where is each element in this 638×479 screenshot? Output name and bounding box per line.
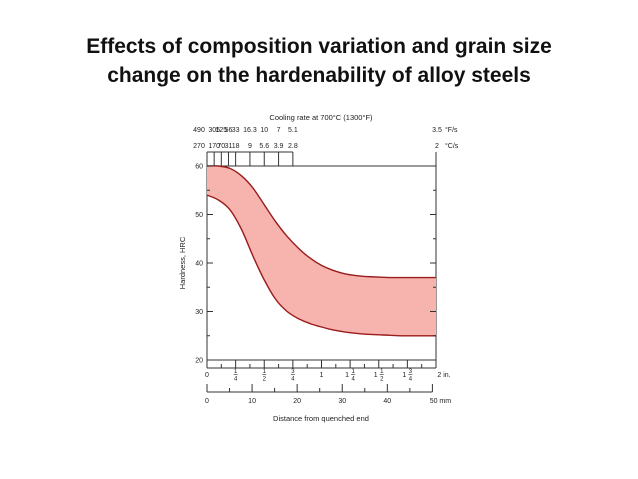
top-c-label: 70 bbox=[217, 143, 225, 150]
top-axis-f-unit: °F/s bbox=[445, 126, 458, 134]
top-c-label: 170 bbox=[208, 143, 220, 150]
inch-tick-frac-den: 4 bbox=[351, 377, 355, 383]
inch-tick-label: 1 bbox=[374, 372, 378, 379]
y-tick-label-50: 50 bbox=[195, 212, 203, 219]
inch-tick-frac-num: 3 bbox=[291, 369, 295, 375]
top-f-label: 7 bbox=[277, 127, 281, 134]
inch-tick-frac-den: 2 bbox=[263, 377, 267, 383]
top-c-label: 2.8 bbox=[288, 143, 298, 150]
top-f-label: 490 bbox=[193, 127, 205, 134]
top-f-label: 5.1 bbox=[288, 127, 298, 134]
y-axis-title: Hardness, HRC bbox=[178, 236, 187, 289]
top-f-label: 33 bbox=[232, 127, 240, 134]
inch-tick-frac-num: 1 bbox=[380, 369, 384, 375]
inch-tick-label: 1 bbox=[320, 372, 324, 379]
inch-tick-frac-den: 4 bbox=[234, 377, 238, 383]
top-c-label: 9 bbox=[248, 143, 252, 150]
mm-tick-label: 20 bbox=[293, 398, 301, 405]
top-axis-title: Cooling rate at 700°C (1300°F) bbox=[269, 113, 373, 122]
hardenability-band bbox=[207, 166, 436, 336]
x-axis-title: Distance from quenched end bbox=[273, 414, 369, 423]
top-axis-c-unit: °C/s bbox=[445, 142, 459, 150]
mm-tick-label: 50 mm bbox=[430, 398, 452, 405]
top-c-label: 270 bbox=[193, 143, 205, 150]
slide-title: Effects of composition variation and gra… bbox=[0, 32, 638, 90]
top-f-label: 56 bbox=[225, 127, 233, 134]
top-c-label: 31 bbox=[225, 143, 233, 150]
top-f-label: 3.5 bbox=[432, 127, 442, 134]
y-tick-label-20: 20 bbox=[195, 358, 203, 365]
top-c-label: 3.9 bbox=[274, 143, 284, 150]
inch-tick-frac-num: 1 bbox=[263, 369, 267, 375]
top-f-label: 10 bbox=[260, 127, 268, 134]
top-c-label: 5.6 bbox=[259, 143, 269, 150]
slide-title-line-1: Effects of composition variation and gra… bbox=[86, 35, 552, 58]
inch-tick-label: 1 bbox=[345, 372, 349, 379]
inch-tick-frac-den: 2 bbox=[380, 377, 384, 383]
top-f-label: 16.3 bbox=[243, 127, 257, 134]
mm-tick-label: 30 bbox=[338, 398, 346, 405]
inch-tick-frac-den: 4 bbox=[291, 377, 295, 383]
y-tick-label-60: 60 bbox=[195, 164, 203, 171]
top-f-label: 125 bbox=[215, 127, 227, 134]
slide-title-line-2: change on the hardenability of alloy ste… bbox=[107, 64, 531, 87]
inch-tick-frac-num: 1 bbox=[351, 369, 355, 375]
lower-bound-curve bbox=[206, 194, 436, 337]
inch-tick-label: 0 bbox=[205, 372, 209, 379]
mm-tick-label: 10 bbox=[248, 398, 256, 405]
mm-tick-label: 0 bbox=[205, 398, 209, 405]
top-f-label: 305 bbox=[208, 127, 220, 134]
upper-bound-curve bbox=[206, 165, 436, 279]
y-tick-label-30: 30 bbox=[195, 309, 203, 316]
inch-tick-label: 1 bbox=[402, 372, 406, 379]
mm-tick-label: 40 bbox=[383, 398, 391, 405]
top-c-label: 2 bbox=[435, 143, 439, 150]
inch-tick-frac-num: 1 bbox=[234, 369, 238, 375]
inch-tick-frac-num: 3 bbox=[409, 369, 413, 375]
inch-tick-label: 2 in. bbox=[437, 372, 450, 379]
inch-tick-frac-den: 4 bbox=[409, 377, 413, 383]
y-tick-label-40: 40 bbox=[195, 261, 203, 268]
top-c-label: 18 bbox=[232, 143, 240, 150]
